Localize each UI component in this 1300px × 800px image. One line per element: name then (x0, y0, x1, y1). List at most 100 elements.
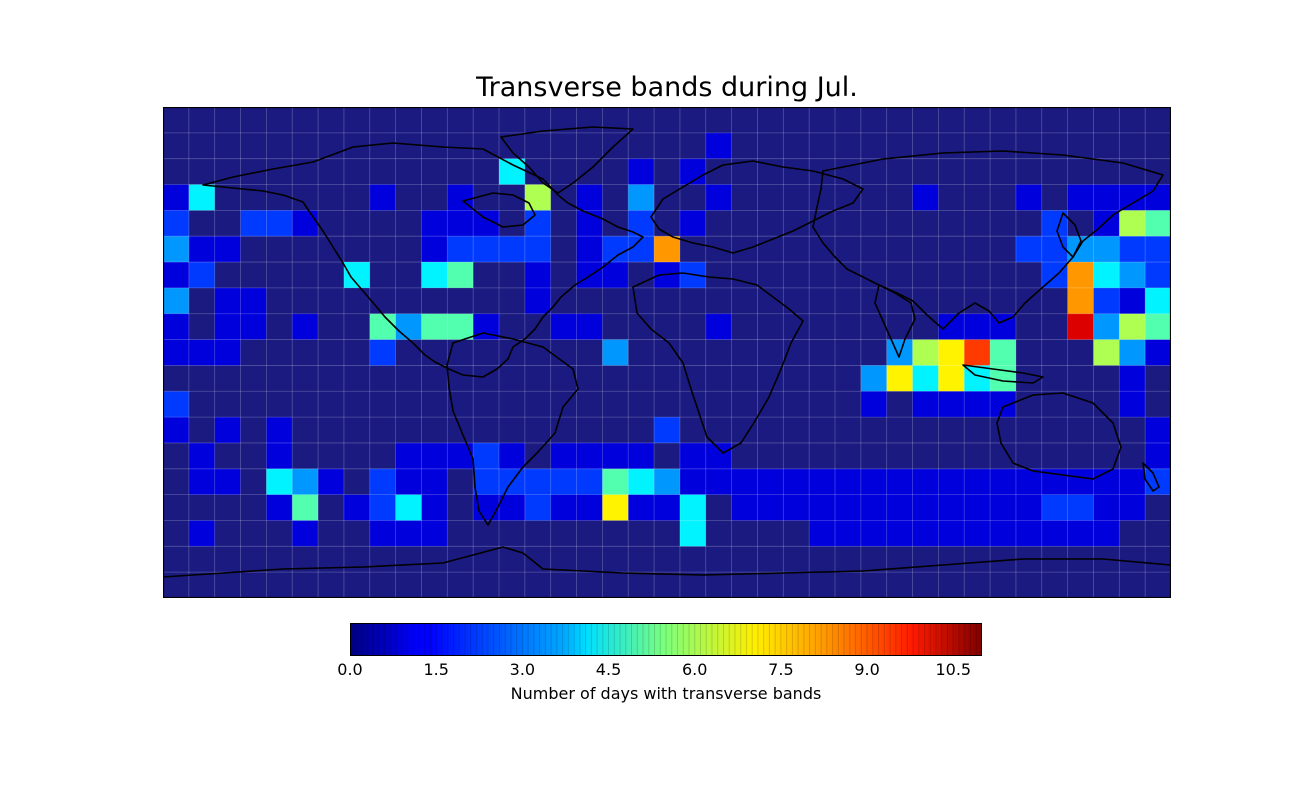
heatmap-cell (1015, 107, 1043, 134)
heatmap-cell (938, 468, 965, 496)
heatmap-cell (705, 339, 733, 367)
heatmap-cell (1145, 262, 1171, 289)
heatmap-cell (860, 287, 888, 315)
heatmap-cell (731, 339, 759, 367)
colorbar-tick: 3.0 (509, 660, 536, 679)
heatmap-cell (1119, 468, 1146, 496)
heatmap-cell (1093, 236, 1120, 263)
heatmap-cell (757, 184, 784, 211)
heatmap-cell (783, 391, 810, 418)
heatmap-cell (214, 210, 242, 237)
heatmap-cell (163, 210, 190, 237)
heatmap-cell (369, 132, 397, 160)
heatmap-cell (292, 339, 319, 367)
heatmap-cell (1145, 442, 1171, 470)
heatmap-cell (369, 313, 397, 341)
heatmap-cell (369, 494, 397, 522)
heatmap-cell (421, 210, 448, 237)
heatmap-cell (705, 365, 733, 392)
heatmap-cell (835, 468, 862, 496)
coastline-india (874, 284, 916, 358)
heatmap-cell (292, 520, 319, 547)
heatmap-cell (705, 520, 733, 547)
heatmap-cell (757, 494, 784, 522)
heatmap-cell (318, 365, 345, 392)
heatmap-cell (266, 365, 293, 392)
heatmap-cell (835, 107, 862, 134)
heatmap-cell (886, 107, 914, 134)
heatmap-cell (1119, 262, 1146, 289)
coastline-antarctica (163, 546, 1171, 578)
coastline-greenland (500, 126, 634, 194)
heatmap-cell (163, 158, 190, 186)
heatmap-cell (524, 391, 552, 418)
heatmap-cell (266, 494, 293, 522)
heatmap-cell (214, 313, 242, 341)
heatmap-cell (886, 132, 914, 160)
heatmap-cell (447, 572, 474, 598)
heatmap-cell (576, 339, 603, 367)
heatmap-cell (886, 391, 914, 418)
heatmap-cell (188, 184, 216, 211)
heatmap-cell (1015, 417, 1043, 444)
heatmap-cell (240, 313, 267, 341)
heatmap-cell (628, 236, 655, 263)
heatmap-cell (809, 520, 836, 547)
heatmap-cell (705, 107, 733, 134)
heatmap-cell (395, 107, 423, 134)
heatmap-cell (576, 107, 603, 134)
heatmap-cell (731, 365, 759, 392)
heatmap-cell (964, 132, 991, 160)
heatmap-cell (705, 184, 733, 211)
heatmap-cell (188, 107, 216, 134)
heatmap-cell (550, 158, 578, 186)
heatmap-cell (343, 158, 371, 186)
heatmap-cell (731, 287, 759, 315)
heatmap-cell (912, 210, 939, 237)
heatmap-cell (318, 158, 345, 186)
heatmap-cell (369, 468, 397, 496)
heatmap-cell (1093, 262, 1120, 289)
heatmap-cell (214, 339, 242, 367)
heatmap-cell (860, 339, 888, 367)
heatmap-cell (628, 132, 655, 160)
heatmap-cell (395, 236, 423, 263)
heatmap-cell (964, 520, 991, 547)
heatmap-cell (524, 417, 552, 444)
heatmap-cell (576, 572, 603, 598)
heatmap-cell (1067, 339, 1095, 367)
heatmap-cell (550, 262, 578, 289)
heatmap-cell (938, 572, 965, 598)
heatmap-cell (188, 158, 216, 186)
heatmap-cell (938, 546, 965, 573)
heatmap-cell (1145, 572, 1171, 598)
heatmap-cell (860, 184, 888, 211)
heatmap-cell (938, 210, 965, 237)
heatmap-cell (731, 468, 759, 496)
map-title: Transverse bands during Jul. (476, 72, 858, 103)
heatmap-cell (783, 287, 810, 315)
heatmap-cell (835, 572, 862, 598)
heatmap-cell (395, 520, 423, 547)
heatmap-cell (499, 287, 526, 315)
heatmap-cell (214, 262, 242, 289)
heatmap-cell (705, 572, 733, 598)
heatmap-cell (990, 417, 1017, 444)
heatmap-cell (705, 494, 733, 522)
heatmap-cell (835, 546, 862, 573)
heatmap-cell (1145, 494, 1171, 522)
heatmap-cell (964, 339, 991, 367)
heatmap-cell (550, 442, 578, 470)
heatmap-cell (447, 287, 474, 315)
heatmap-cell (757, 572, 784, 598)
heatmap-cell (912, 184, 939, 211)
heatmap-cell (654, 158, 681, 186)
heatmap-cell (860, 417, 888, 444)
heatmap-cell (447, 494, 474, 522)
heatmap-cell (214, 107, 242, 134)
heatmap-cell (1093, 132, 1120, 160)
heatmap-cell (576, 158, 603, 186)
heatmap-cell (602, 287, 629, 315)
colorbar-ticks: 0.0 1.5 3.0 4.5 6.0 7.5 9.0 10.5 (337, 660, 982, 680)
heatmap-cell (499, 262, 526, 289)
